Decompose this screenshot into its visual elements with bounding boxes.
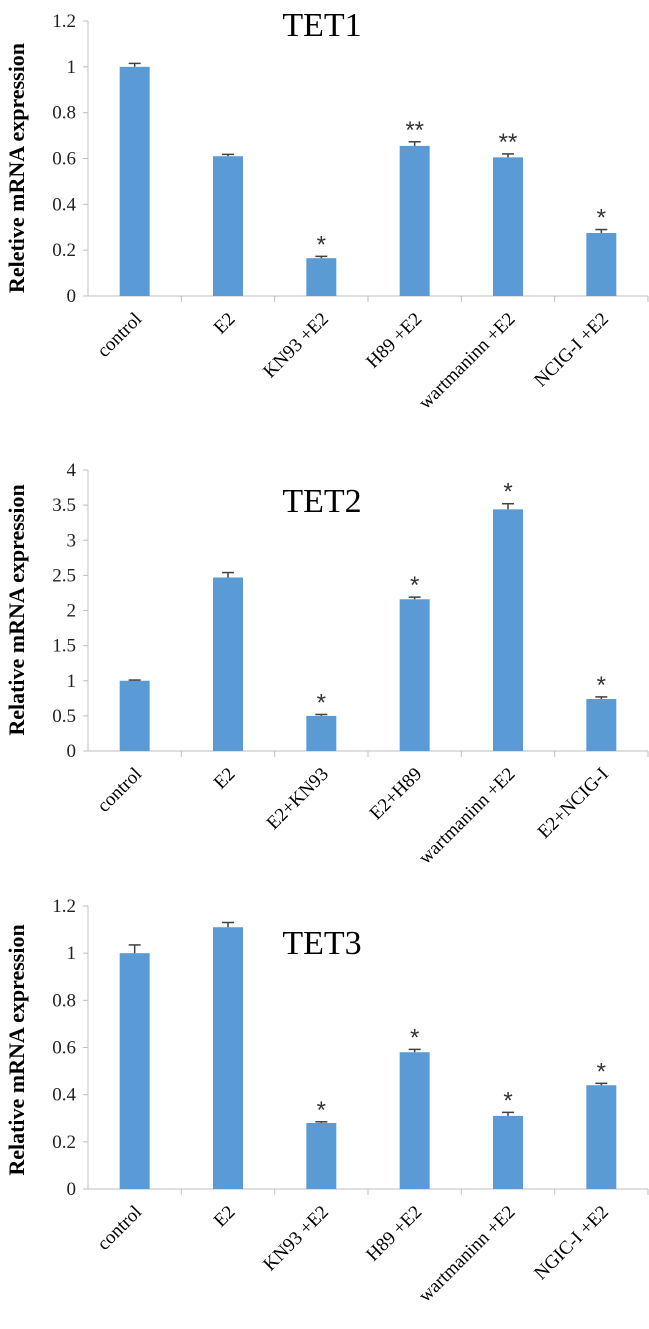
x-category-label: E2 <box>210 1202 240 1232</box>
significance-marker: * <box>503 479 512 506</box>
y-axis-label: Reletive mRNA expression <box>4 43 29 293</box>
bar <box>493 157 523 296</box>
significance-marker: * <box>597 205 606 232</box>
x-category-label: H89 +E2 <box>362 1202 426 1266</box>
bar <box>119 953 150 1189</box>
x-category-label: E2+H89 <box>366 764 426 824</box>
x-category-label: H89 +E2 <box>362 309 426 373</box>
y-tick-label: 1 <box>67 943 77 964</box>
significance-marker: * <box>317 1097 326 1124</box>
bar <box>399 599 430 751</box>
significance-marker: * <box>597 672 606 699</box>
x-category-label: NCIG-I +E2 <box>530 309 612 391</box>
y-axis-label: Relative mRNA expression <box>4 484 29 735</box>
y-tick-label: 0 <box>67 741 77 762</box>
chart-tet1: 0 0.2 0.4 0.6 0.8 1 1.2 control E2 * KN93 +E2 ** H89… <box>0 0 649 450</box>
y-tick-label: 4 <box>67 460 77 481</box>
x-category-label: control <box>93 764 146 817</box>
chart-svg-tet1: 0 0.2 0.4 0.6 0.8 1 1.2 control E2 * KN93 +E2 ** H89… <box>4 7 649 414</box>
y-tick-label: 0.2 <box>52 1132 76 1153</box>
bar <box>586 699 617 751</box>
x-category-label: E2 <box>210 309 240 339</box>
y-tick-label: 0.6 <box>52 1038 76 1059</box>
bar <box>493 509 523 751</box>
bar <box>213 156 243 296</box>
bar <box>119 66 150 296</box>
chart-tet3: 0 0.2 0.4 0.6 0.8 1 1.2 control E2 * KN93 +E2 * H89 … <box>0 890 649 1329</box>
y-tick-label: 0 <box>67 1179 77 1200</box>
y-tick-label: 0.5 <box>52 706 76 727</box>
x-category-label: wartmaninn +E2 <box>415 1202 520 1307</box>
y-tick-label: 2.5 <box>52 565 76 586</box>
y-tick-label: 1.2 <box>52 896 76 917</box>
chart-title: TET3 <box>282 925 361 962</box>
significance-marker: * <box>317 689 326 716</box>
x-category-label: KN93 +E2 <box>259 309 333 383</box>
x-category-label: wartmaninn +E2 <box>415 309 520 414</box>
bar <box>586 1085 617 1189</box>
y-tick-label: 2 <box>67 601 77 622</box>
bar <box>306 1122 337 1189</box>
y-tick-label: 0.2 <box>52 240 76 261</box>
y-tick-label: 0.8 <box>52 103 76 124</box>
y-tick-label: 1.2 <box>52 11 76 32</box>
y-tick-label: 1.5 <box>52 636 76 657</box>
y-tick-label: 0.4 <box>52 1085 76 1106</box>
x-category-label: control <box>93 1202 146 1255</box>
x-category-label: E2 <box>210 764 240 794</box>
y-tick-label: 3.5 <box>52 495 76 516</box>
significance-marker: * <box>317 231 326 258</box>
bar <box>306 258 337 296</box>
y-tick-label: 0.4 <box>52 194 76 215</box>
x-category-label: control <box>93 309 146 362</box>
y-tick-label: 0.6 <box>52 149 76 170</box>
significance-marker: * <box>410 572 419 599</box>
chart-svg-tet3: 0 0.2 0.4 0.6 0.8 1 1.2 control E2 * KN93 +E2 * H89 … <box>4 896 649 1307</box>
x-category-label: E2+NCIG-I <box>534 764 613 843</box>
bar <box>213 577 243 751</box>
y-axis-label: Relative mRNA expression <box>4 924 29 1175</box>
bar <box>586 232 617 296</box>
chart-title: TET1 <box>282 7 361 44</box>
bar <box>306 715 337 751</box>
significance-marker: ** <box>499 129 518 156</box>
bar <box>213 927 243 1189</box>
x-category-label: E2+KN93 <box>263 764 333 834</box>
x-category-label: KN93 +E2 <box>259 1202 333 1276</box>
bar <box>399 1052 430 1189</box>
bar <box>493 1115 523 1189</box>
significance-marker: * <box>410 1024 419 1051</box>
y-tick-label: 3 <box>67 530 77 551</box>
bar <box>399 145 430 296</box>
y-tick-label: 0 <box>67 286 77 307</box>
x-category-label: NGIC-I +E2 <box>530 1202 612 1284</box>
significance-marker: * <box>503 1087 512 1114</box>
bar <box>119 680 150 751</box>
chart-svg-tet2: 0 0.5 1 1.5 2 2.5 3 3.5 4 control E2 * E2+KN93 * E2+H8… <box>4 460 649 869</box>
y-tick-label: 1 <box>67 671 77 692</box>
x-category-label: wartmaninn +E2 <box>415 764 520 869</box>
significance-marker: ** <box>405 117 424 144</box>
chart-title: TET2 <box>282 483 361 520</box>
significance-marker: * <box>597 1058 606 1085</box>
y-tick-label: 1 <box>67 57 77 78</box>
y-tick-label: 0.8 <box>52 990 76 1011</box>
chart-tet2: 0 0.5 1 1.5 2 2.5 3 3.5 4 control E2 * E2+KN93 * E2+H8… <box>0 450 649 890</box>
